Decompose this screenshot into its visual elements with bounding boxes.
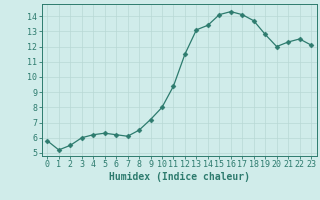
X-axis label: Humidex (Indice chaleur): Humidex (Indice chaleur) (109, 172, 250, 182)
